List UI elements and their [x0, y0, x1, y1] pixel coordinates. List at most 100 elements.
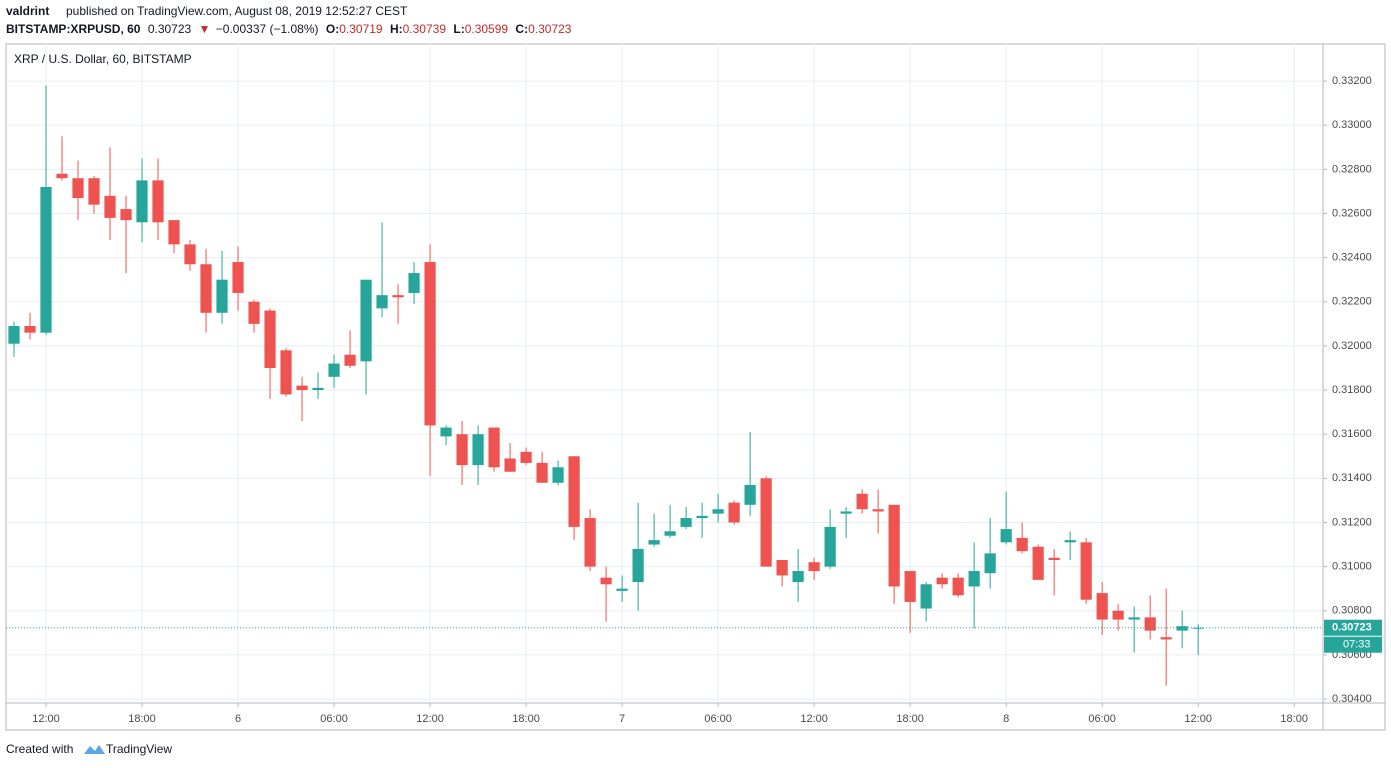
- y-tick-label: 0.31400: [1332, 472, 1372, 484]
- y-tick-label: 0.31600: [1332, 428, 1372, 440]
- candle-body: [1096, 593, 1108, 620]
- x-tick-label: 18:00: [512, 713, 540, 725]
- y-tick-label: 0.31000: [1332, 561, 1372, 573]
- countdown-tag: [1324, 636, 1382, 653]
- candle-body: [904, 571, 916, 602]
- high-label: H:: [390, 22, 403, 36]
- candle-body: [568, 456, 580, 527]
- candle-body: [408, 273, 420, 293]
- candles: [8, 85, 1204, 686]
- candle-body: [184, 244, 196, 265]
- candle-body: [1048, 557, 1060, 560]
- x-tick-label: 18:00: [896, 713, 924, 725]
- symbol: BITSTAMP:XRPUSD, 60: [6, 22, 141, 36]
- open-label: O:: [326, 22, 339, 36]
- x-tick-label: 06:00: [1088, 713, 1116, 725]
- candle-body: [744, 484, 756, 505]
- candle-body: [536, 462, 548, 483]
- candle-body: [344, 354, 356, 366]
- y-tick-label: 0.32200: [1332, 296, 1372, 308]
- candle-body: [1192, 627, 1204, 629]
- x-tick-label: 18:00: [1280, 713, 1308, 725]
- candle-body: [1080, 542, 1092, 600]
- candle-body: [248, 301, 260, 324]
- candle-body: [168, 220, 180, 245]
- candle-body: [696, 515, 708, 519]
- close: 0.30723: [528, 22, 572, 36]
- candle-body: [376, 295, 388, 309]
- candle-body: [888, 504, 900, 587]
- candle-body: [1176, 626, 1188, 631]
- candle-body: [264, 310, 276, 368]
- y-tick-label: 0.31200: [1332, 516, 1372, 528]
- y-tick-label: 0.33200: [1332, 75, 1372, 87]
- candle-body: [712, 509, 724, 514]
- change: −0.00337 (−1.08%): [216, 22, 319, 36]
- x-tick-label: 12:00: [800, 713, 828, 725]
- candle-body: [328, 363, 340, 377]
- candle-body: [584, 518, 596, 567]
- high: 0.30739: [403, 22, 447, 36]
- x-tick-label: 12:00: [32, 713, 60, 725]
- logo: [84, 745, 105, 754]
- candle-body: [680, 518, 692, 527]
- candle-body: [1128, 617, 1140, 620]
- candle-body: [792, 571, 804, 583]
- candle-body: [440, 427, 452, 437]
- candle-body: [280, 350, 292, 395]
- candle-body: [456, 434, 468, 466]
- candle-body: [312, 387, 324, 391]
- candle-body: [632, 548, 644, 583]
- x-tick-label: 06:00: [320, 713, 348, 725]
- candle-body: [1032, 546, 1044, 580]
- y-tick-label: 0.31800: [1332, 384, 1372, 396]
- candle-body: [72, 178, 84, 199]
- y-tick-label: 0.30800: [1332, 605, 1372, 617]
- candle-body: [8, 326, 20, 344]
- candle-body: [1112, 610, 1124, 620]
- last-price-label: 0.30723: [1332, 622, 1372, 634]
- candle-body: [760, 478, 772, 567]
- candle-body: [648, 540, 660, 545]
- x-tick-label: 6: [235, 713, 241, 725]
- candle-body: [1064, 540, 1076, 543]
- footer-brand[interactable]: TradingView: [106, 742, 172, 756]
- candle-body: [136, 180, 148, 223]
- candle-body: [600, 577, 612, 585]
- x-tick-label: 06:00: [704, 713, 732, 725]
- y-tick-label: 0.32600: [1332, 207, 1372, 219]
- candle-body: [424, 262, 436, 426]
- legend: XRP / U.S. Dollar, 60, BITSTAMP: [14, 52, 192, 66]
- candle-body: [472, 434, 484, 466]
- candle-body: [120, 209, 132, 221]
- candle-body: [296, 385, 308, 391]
- x-tick-label: 8: [1003, 713, 1009, 725]
- candle-body: [200, 264, 212, 313]
- candle-body: [856, 493, 868, 510]
- published: published on TradingView.com, August 08,…: [66, 4, 408, 18]
- candle-body: [1016, 537, 1028, 552]
- candle-body: [1000, 529, 1012, 543]
- x-tick-label: 12:00: [1184, 713, 1212, 725]
- candle-body: [360, 279, 372, 362]
- low: 0.30599: [465, 22, 509, 36]
- candle-body: [504, 458, 516, 472]
- price: 0.30723: [148, 22, 192, 36]
- candle-body: [56, 173, 68, 179]
- author: valdrint: [6, 4, 49, 18]
- low-label: L:: [453, 22, 464, 36]
- candle-body: [920, 584, 932, 609]
- candle-body: [664, 531, 676, 536]
- candle-body: [152, 180, 164, 223]
- x-tick-label: 7: [619, 713, 625, 725]
- candle-body: [552, 467, 564, 483]
- x-tick-label: 18:00: [128, 713, 156, 725]
- y-tick-label: 0.32800: [1332, 163, 1372, 175]
- candle-body: [392, 295, 404, 298]
- candle-body: [88, 178, 100, 205]
- candle-body: [24, 326, 36, 333]
- last-price-tag: [1324, 619, 1382, 636]
